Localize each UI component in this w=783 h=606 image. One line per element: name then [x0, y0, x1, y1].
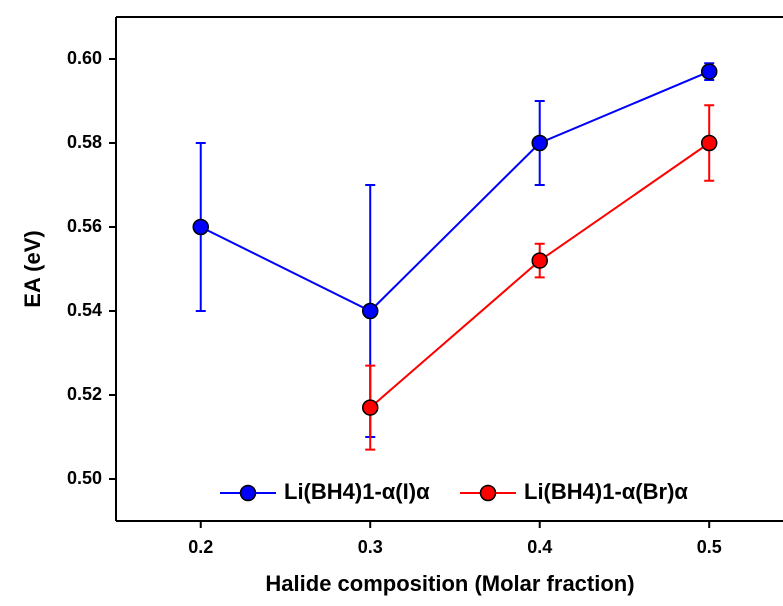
legend-marker: [239, 484, 257, 502]
data-point: [531, 252, 548, 269]
y-tick-label: 0.56: [67, 216, 102, 236]
series-line: [200, 70, 710, 313]
x-axis-label: Halide composition (Molar fraction): [265, 571, 634, 596]
data-point: [361, 302, 379, 320]
y-tick-label: 0.50: [67, 468, 102, 488]
data-point: [361, 399, 379, 416]
x-tick-label: 0.4: [527, 537, 552, 557]
y-axis-label: EA (eV): [20, 230, 45, 307]
data-point: [192, 218, 209, 236]
y-tick-label: 0.54: [67, 300, 102, 320]
data-point: [531, 134, 548, 152]
legend-label: Li(BH4)1-α(I)α: [284, 479, 430, 504]
x-tick-label: 0.5: [697, 537, 722, 557]
x-tick-label: 0.2: [188, 537, 213, 557]
y-tick-label: 0.58: [67, 132, 102, 152]
data-point: [700, 134, 718, 152]
data-point: [700, 63, 718, 80]
legend-label: Li(BH4)1-α(Br)α: [524, 479, 688, 504]
legend-marker: [479, 484, 497, 502]
y-tick-label: 0.60: [67, 48, 102, 68]
x-tick-label: 0.3: [358, 537, 383, 557]
y-tick-label: 0.52: [67, 384, 102, 404]
